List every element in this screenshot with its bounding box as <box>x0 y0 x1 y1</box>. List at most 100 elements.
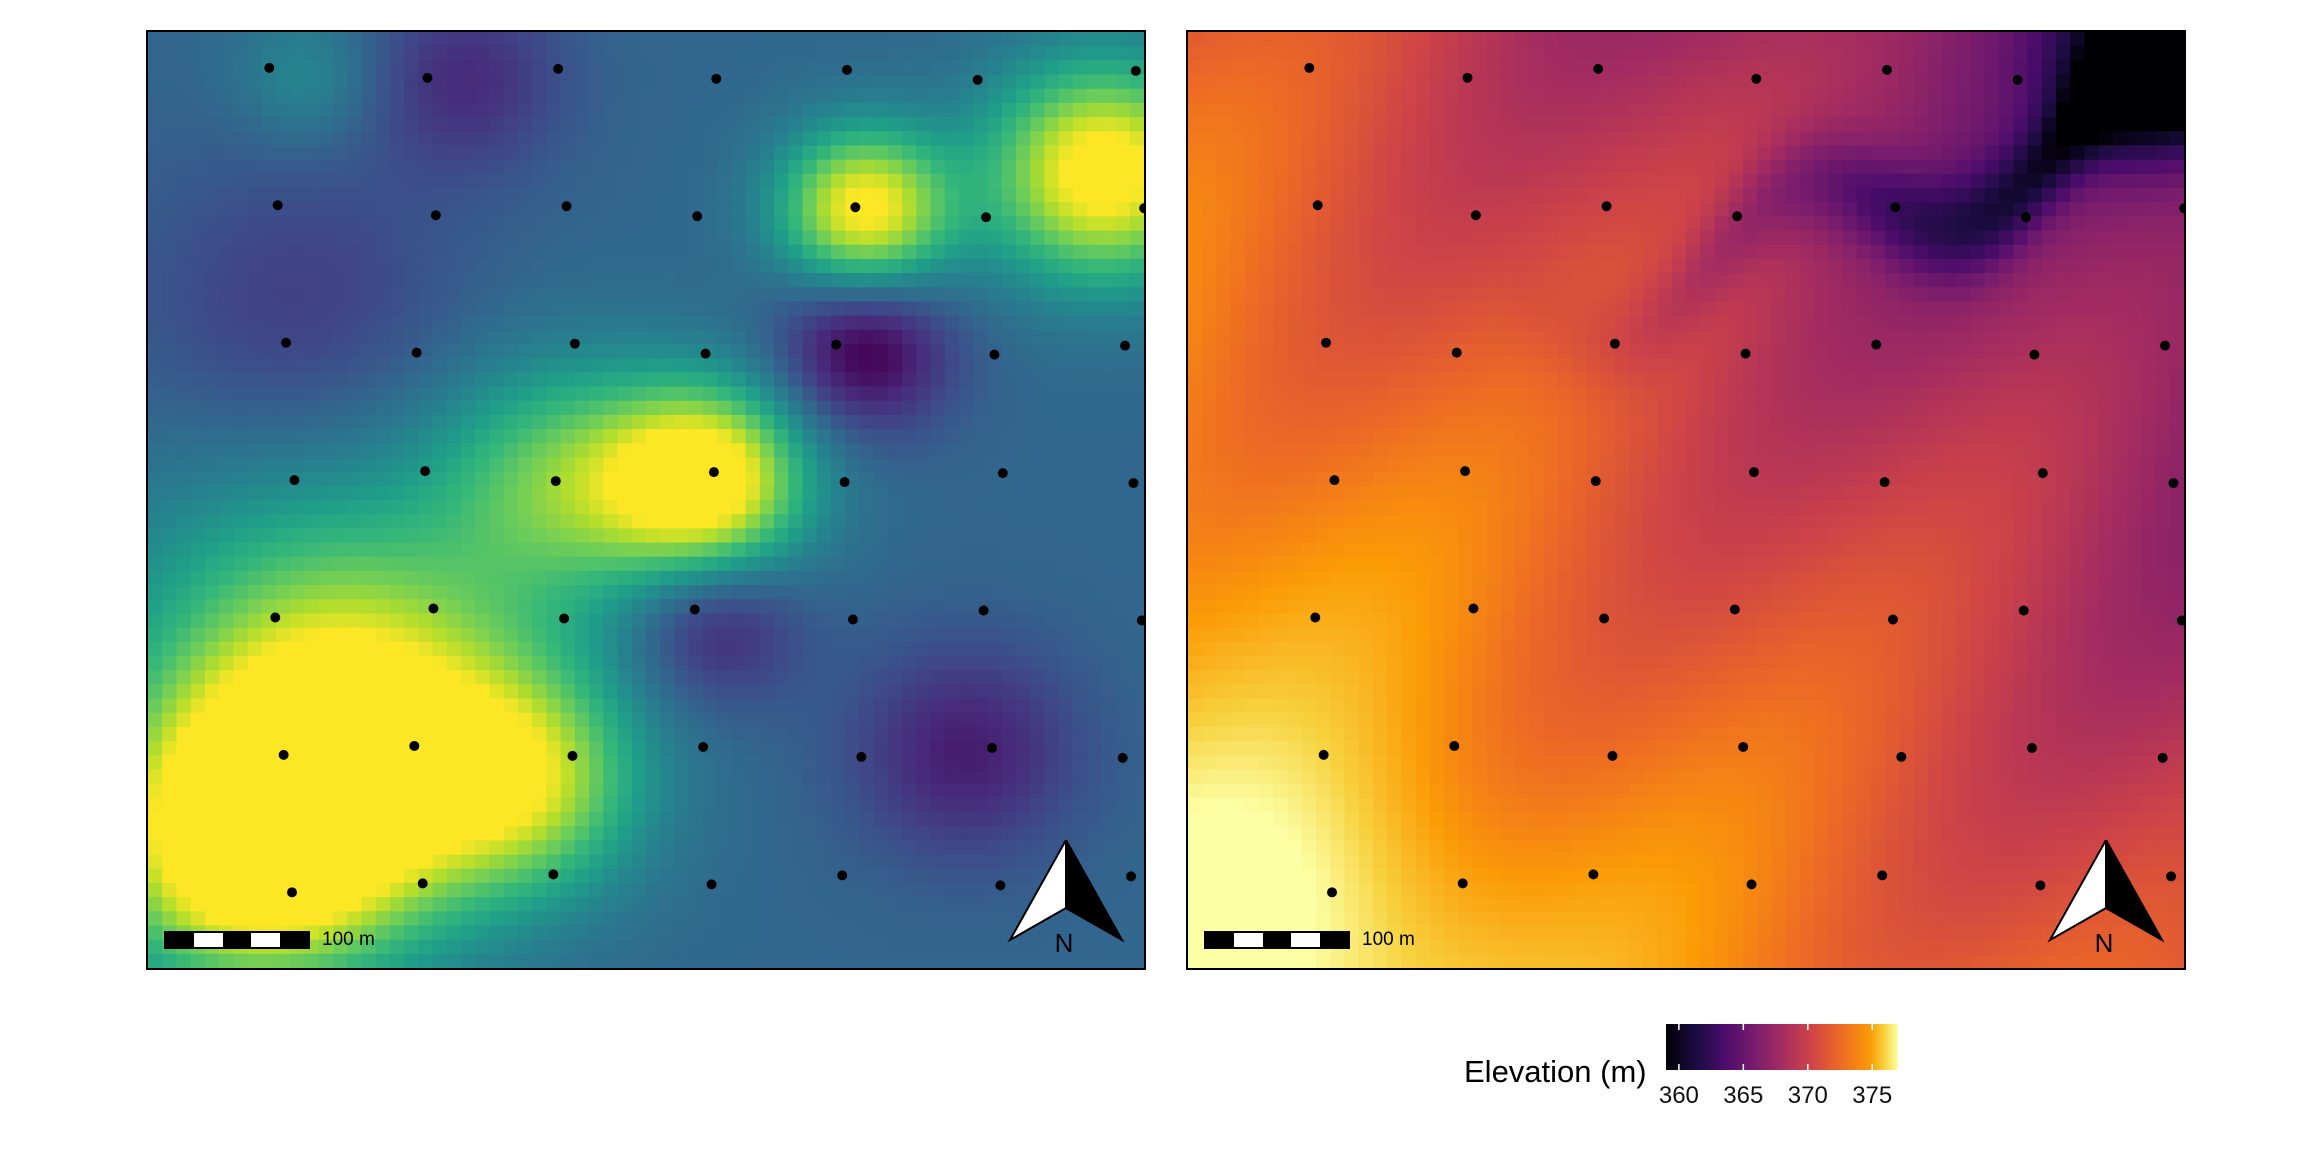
sample-point <box>2179 203 2184 214</box>
sample-point <box>997 468 1008 479</box>
legend-tick-label: 365 <box>1723 1082 1764 1109</box>
sample-point <box>1599 613 1610 624</box>
north-arrow-icon: N <box>2047 840 2165 956</box>
sample-point <box>2166 871 2177 882</box>
sample-point <box>420 466 431 477</box>
sample-point <box>981 212 992 223</box>
sample-point <box>1588 869 1599 880</box>
scale-bar: 100 m <box>1204 929 1415 950</box>
sample-point <box>1449 740 1460 751</box>
legend-colorbar <box>1666 1024 1898 1070</box>
sample-point <box>1748 467 1759 478</box>
sample-point <box>567 750 578 761</box>
sample-point <box>1729 604 1740 615</box>
sample-point <box>1468 603 1479 614</box>
sample-point <box>422 72 433 83</box>
sample-point <box>1457 878 1468 889</box>
sample-point <box>842 64 852 75</box>
sample-point <box>689 604 700 615</box>
scale-bar-segments <box>1204 931 1350 949</box>
sample-point <box>692 211 703 222</box>
sample-point <box>553 63 564 74</box>
sample-points <box>264 62 1144 898</box>
sample-point <box>2160 340 2171 351</box>
sample-point <box>1601 201 1612 212</box>
legend-title: Elevation (m) <box>1464 1054 1647 1089</box>
legend-tick-label: 370 <box>1787 1082 1828 1109</box>
sample-point <box>569 338 580 349</box>
sample-point <box>411 347 422 358</box>
sample-point <box>272 200 283 211</box>
sample-point <box>409 740 420 751</box>
sample-point <box>850 202 861 213</box>
sample-point <box>700 348 711 359</box>
sample-point <box>2035 880 2046 891</box>
sample-point <box>264 62 275 73</box>
sample-point <box>831 339 842 350</box>
sample-point <box>698 741 709 752</box>
sample-point <box>1310 612 1321 623</box>
sample-point <box>1887 614 1898 625</box>
sample-point <box>2018 605 2029 616</box>
sample-point <box>1470 210 1481 221</box>
sample-point <box>1609 338 1620 349</box>
legend-tick-label: 375 <box>1852 1082 1893 1109</box>
scale-bar-label: 100 m <box>1362 929 1415 950</box>
sample-point <box>1896 751 1907 762</box>
sample-point <box>1451 347 1462 358</box>
sample-point <box>289 475 300 486</box>
interpolated-raster <box>148 32 1144 968</box>
sample-point <box>839 477 850 488</box>
sample-point <box>1460 466 1471 477</box>
sample-point <box>1321 337 1332 348</box>
sample-points <box>1304 62 2184 898</box>
sample-point <box>1329 475 1340 486</box>
sample-point <box>417 878 428 889</box>
sample-point <box>1327 887 1338 898</box>
sample-point <box>1120 340 1131 351</box>
sample-point <box>1732 211 1743 222</box>
sample-point <box>1879 477 1890 488</box>
sample-point <box>987 742 997 753</box>
sample-point <box>1890 202 1901 213</box>
sample-point <box>2029 349 2040 360</box>
sample-point <box>430 210 441 221</box>
sample-point <box>1882 64 1892 75</box>
elevation-raster <box>1188 32 2184 968</box>
sample-point <box>711 73 722 84</box>
sample-point <box>270 612 281 623</box>
sample-point <box>995 880 1006 891</box>
sample-point <box>1139 203 1144 214</box>
sample-point <box>972 74 983 85</box>
sample-point <box>1304 62 1315 73</box>
sample-point <box>1871 339 1882 350</box>
sample-point <box>1738 741 1749 752</box>
sample-point <box>1590 476 1601 487</box>
sample-point <box>278 749 289 760</box>
sample-point <box>1746 879 1757 890</box>
sample-point <box>281 337 292 348</box>
map-panel-right: 100 m N <box>1186 30 2186 970</box>
scale-bar: 100 m <box>164 929 375 950</box>
sample-point <box>847 614 858 625</box>
sample-point <box>978 605 989 616</box>
sample-point <box>1593 63 1604 74</box>
sample-point <box>1312 200 1323 211</box>
sample-point <box>2168 478 2179 489</box>
sample-point <box>1462 72 1473 83</box>
map-panel-left: 100 m N <box>146 30 1146 970</box>
sample-point <box>856 751 867 762</box>
scale-bar-label: 100 m <box>322 929 375 950</box>
sample-point <box>2176 615 2184 626</box>
sample-point <box>548 869 559 880</box>
sample-point <box>1128 478 1139 489</box>
north-label: N <box>2095 928 2114 956</box>
sample-point <box>837 870 848 881</box>
north-label: N <box>1055 928 1074 956</box>
sample-point <box>1751 73 1762 84</box>
sample-point <box>2012 74 2023 85</box>
sample-point <box>2027 742 2037 753</box>
sample-point <box>1136 615 1144 626</box>
sample-point <box>1130 65 1141 76</box>
north-arrow-icon: N <box>1007 840 1125 956</box>
